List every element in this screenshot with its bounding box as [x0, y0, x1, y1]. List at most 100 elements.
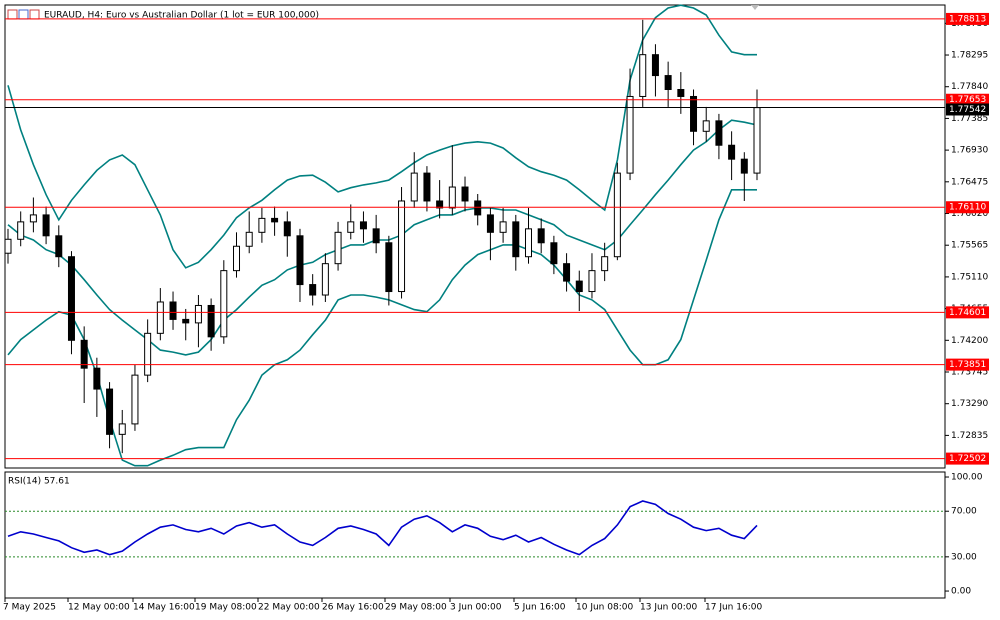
- candle-body: [258, 217, 266, 233]
- candle-body: [753, 107, 761, 174]
- candle-body: [410, 172, 418, 202]
- candle-body: [461, 186, 469, 202]
- candle-body: [626, 95, 634, 174]
- x-tick-label: 7 May 2025: [3, 603, 56, 613]
- x-tick-label: 3 Jun 00:00: [450, 603, 502, 613]
- level-label: 1.77653: [949, 95, 986, 105]
- candle-body: [144, 332, 152, 376]
- toolbar-icons: [7, 9, 40, 20]
- last-price-label: 1.77542: [949, 105, 986, 115]
- y-tick-label: 1.77385: [951, 114, 988, 124]
- x-tick-label: 17 Jun 16:00: [705, 603, 762, 613]
- level-label: 1.72502: [949, 454, 986, 464]
- candle-body: [156, 301, 164, 334]
- candle-body: [550, 242, 558, 265]
- main-pane: [4, 4, 946, 469]
- level-label: 1.78813: [949, 14, 986, 24]
- level-label-box: [946, 93, 989, 106]
- candle-body: [118, 423, 126, 435]
- x-tick-label: 22 May 00:00: [258, 603, 320, 613]
- bollinger-middle: [7, 119, 758, 356]
- y-tick-label: 1.73290: [951, 399, 988, 409]
- level-label: 1.76110: [949, 203, 986, 213]
- candle-body: [436, 200, 444, 209]
- candle-body: [664, 75, 672, 91]
- bollinger-lower: [7, 189, 757, 467]
- candle-body: [715, 120, 723, 146]
- y-tick-label: 1.78295: [951, 51, 988, 61]
- candle-body: [296, 235, 304, 286]
- candle-body: [169, 301, 177, 320]
- level-label: 1.74601: [949, 308, 986, 318]
- last-price-box: [946, 103, 989, 116]
- candle-body: [194, 304, 202, 324]
- candle-body: [245, 231, 253, 247]
- candle-body: [512, 221, 520, 258]
- candle-body: [499, 221, 507, 233]
- bollinger-upper: [7, 4, 757, 269]
- candle-body: [690, 95, 698, 132]
- candle-body: [106, 388, 114, 435]
- y-tick-label: 1.74200: [951, 336, 988, 346]
- level-label-box: [946, 358, 989, 371]
- y-tick-label: 1.72835: [951, 431, 988, 441]
- y-tick-label: 1.76930: [951, 146, 988, 156]
- y-tick-label: 1.73745: [951, 368, 988, 378]
- chart-title: EURAUD, H4: Euro vs Australian Dollar (1…: [44, 11, 319, 21]
- candle-body: [601, 256, 609, 272]
- x-tick-label: 10 Jun 08:00: [576, 603, 633, 613]
- x-tick-label: 14 May 16:00: [133, 603, 195, 613]
- candle-body: [448, 186, 456, 209]
- y-tick-label: 0.00: [951, 587, 971, 597]
- rsi-line: [7, 500, 758, 556]
- candle-body: [372, 228, 380, 244]
- level-label-box: [946, 201, 989, 214]
- candle-body: [588, 270, 596, 293]
- x-tick-label: 12 May 00:00: [68, 603, 130, 613]
- rsi-title: RSI(14) 57.61: [8, 477, 70, 487]
- candle-body: [67, 256, 75, 341]
- candle-body: [537, 228, 545, 244]
- candle-body: [17, 221, 25, 240]
- candle-body: [283, 221, 291, 237]
- candle-body: [4, 238, 12, 254]
- y-tick-label: 1.77840: [951, 82, 988, 92]
- x-tick-label: 19 May 08:00: [195, 603, 257, 613]
- level-label-box: [946, 452, 989, 465]
- level-label-box: [946, 12, 989, 25]
- candle-body: [334, 231, 342, 265]
- candle-body: [359, 221, 367, 230]
- candle-body: [233, 245, 241, 272]
- y-tick-label: 1.75565: [951, 241, 988, 251]
- candle-body: [220, 270, 228, 338]
- candle-body: [207, 304, 215, 338]
- rsi-pane: [4, 471, 946, 599]
- candle-body: [398, 200, 406, 293]
- candle-body: [347, 221, 355, 233]
- y-tick-label: 70.00: [951, 507, 977, 517]
- candle-body: [93, 367, 101, 390]
- candle-body: [728, 144, 736, 160]
- y-tick-label: 100.00: [951, 473, 983, 483]
- y-tick-label: 30.00: [951, 552, 977, 562]
- candle-body: [474, 200, 482, 216]
- candle-body: [575, 280, 583, 293]
- candle-body: [524, 228, 532, 258]
- candle-body: [271, 217, 279, 223]
- candle-body: [321, 263, 329, 296]
- candle-body: [677, 89, 685, 97]
- candle-body: [55, 235, 63, 258]
- candle-body: [80, 339, 88, 369]
- candle-body: [42, 214, 50, 237]
- candle-body: [740, 158, 748, 174]
- candle-body: [486, 214, 494, 233]
- candle-body: [29, 214, 37, 223]
- candle-body: [613, 172, 621, 258]
- level-label: 1.73851: [949, 360, 986, 370]
- x-tick-label: 26 May 16:00: [322, 603, 384, 613]
- level-label-box: [946, 306, 989, 319]
- candle-body: [702, 120, 710, 132]
- shift-marker: [751, 5, 759, 10]
- x-tick-label: 13 Jun 00:00: [640, 603, 697, 613]
- candle-body: [309, 284, 317, 296]
